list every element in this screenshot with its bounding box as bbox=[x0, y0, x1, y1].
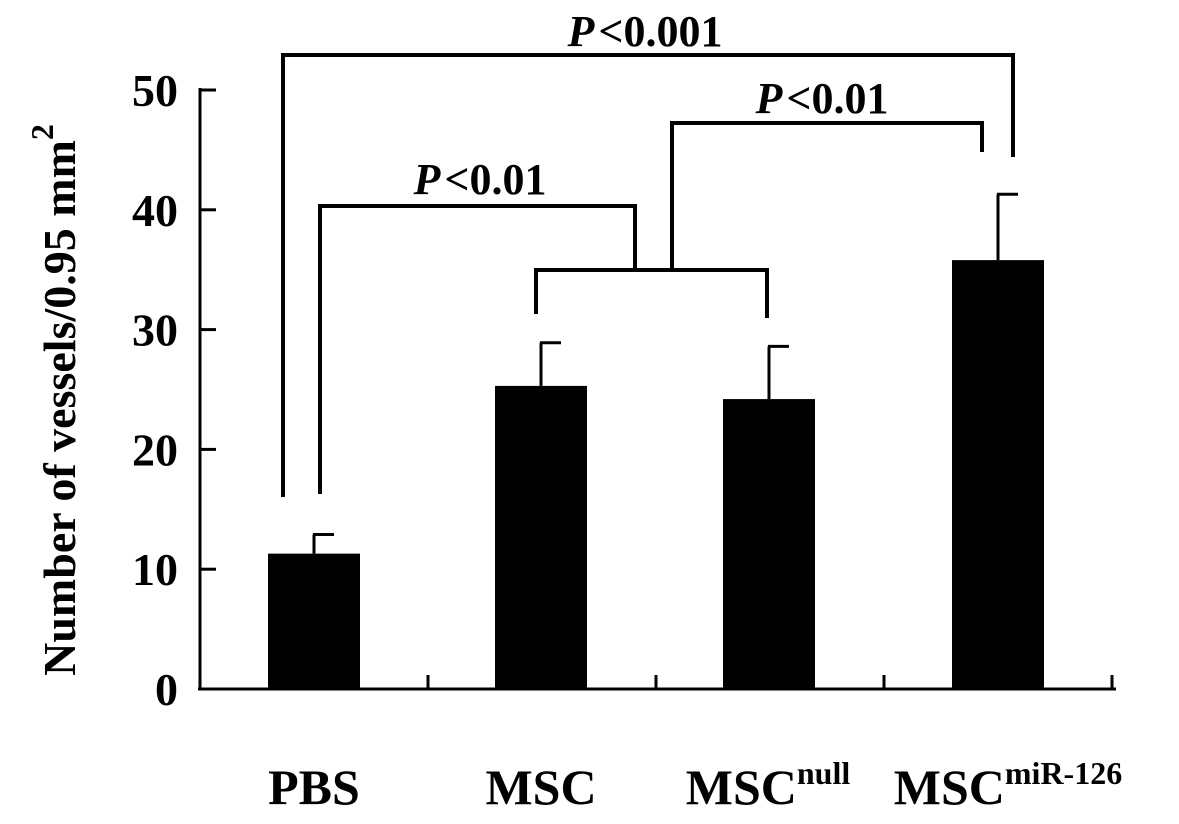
bar-msc-mir126 bbox=[952, 260, 1044, 689]
y-tick-label-0: 0 bbox=[155, 664, 178, 715]
significance-label-pbs-msc: P<0.01 bbox=[413, 155, 547, 204]
y-tick-label-10: 10 bbox=[132, 544, 178, 595]
significance-bracket-pbs-mir126 bbox=[281, 53, 1015, 497]
y-axis-label-superscript: 2 bbox=[24, 124, 60, 140]
y-axis-label-main: Number of vessels/0.95 mm bbox=[34, 140, 85, 676]
x-category-label-pbs: PBS bbox=[268, 759, 360, 815]
y-tick-label-50: 50 bbox=[132, 65, 178, 116]
y-tick-label-20: 20 bbox=[132, 424, 178, 475]
y-axis-label: Number of vessels/0.95 mm2 bbox=[24, 124, 85, 676]
bar-msc-null bbox=[723, 399, 815, 689]
significance-bracket-pbs-msc bbox=[318, 204, 637, 494]
bar-pbs bbox=[268, 553, 360, 689]
y-tick-label-30: 30 bbox=[132, 305, 178, 356]
bar-msc bbox=[495, 385, 587, 689]
x-category-label-msc: MSC bbox=[485, 759, 596, 815]
x-category-label-msc-mir126: MSCmiR-126 bbox=[894, 755, 1122, 815]
significance-label-msc-mir126: P<0.01 bbox=[755, 74, 889, 123]
significance-bracket-msc-mir126 bbox=[670, 121, 984, 270]
significance-label-pbs-mir126: P<0.001 bbox=[567, 7, 723, 56]
y-tick-label-40: 40 bbox=[132, 185, 178, 236]
x-category-label-msc-null: MSCnull bbox=[686, 755, 851, 815]
group-bracket-msc-msc-null bbox=[534, 268, 769, 318]
